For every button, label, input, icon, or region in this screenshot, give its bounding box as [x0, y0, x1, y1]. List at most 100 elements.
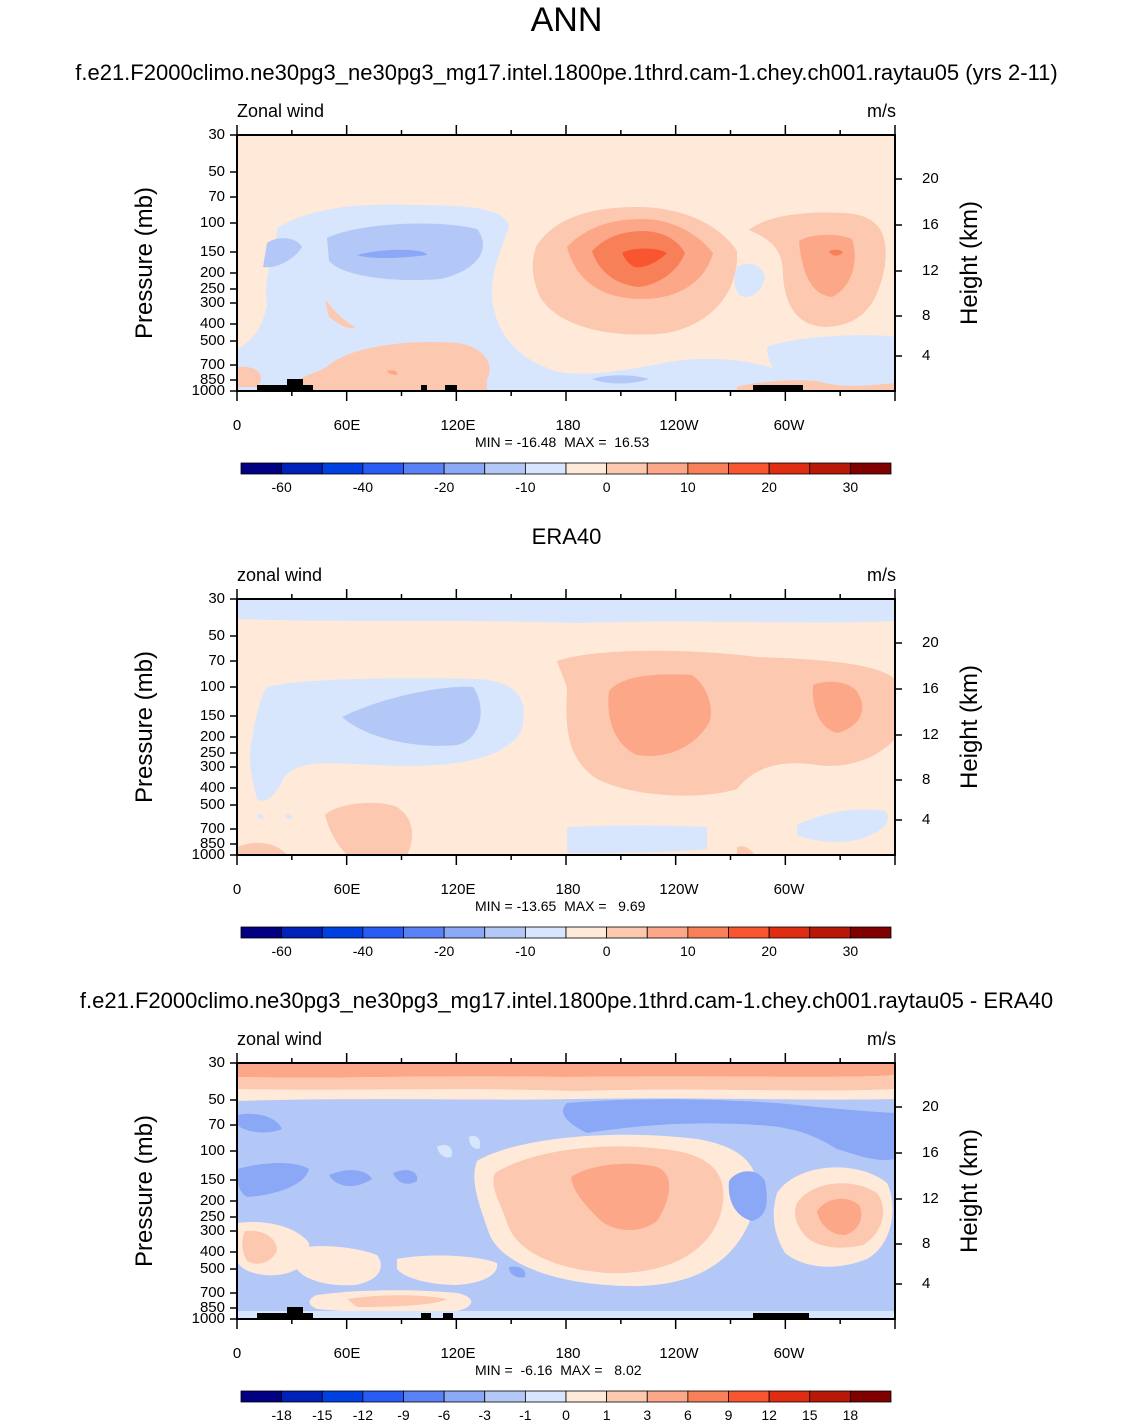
colorbar-label: 3 [643, 1407, 652, 1423]
contour-region [237, 1163, 309, 1197]
x-tick-label: 120W [659, 417, 699, 434]
colorbar-label: 6 [683, 1407, 692, 1423]
contour-region [387, 370, 398, 375]
colorbar-label: -40 [352, 479, 373, 495]
colorbar-swatch [524, 1390, 567, 1403]
colorbar-swatch [281, 1390, 323, 1403]
y-tick-label: 250 [199, 1208, 225, 1225]
colorbar-swatch [687, 462, 729, 475]
colorbar-swatch [809, 1390, 851, 1403]
y-tick-label: 300 [199, 294, 225, 311]
y-tick-label-right: 12 [922, 1190, 939, 1207]
contour-region [608, 674, 712, 756]
contour-region [237, 1075, 895, 1091]
land-mask [753, 385, 803, 391]
colorbar-label: -18 [271, 1407, 292, 1423]
colorbar-label: 0 [602, 943, 611, 959]
contour-plot [236, 598, 896, 856]
y-tick-label-right: 16 [922, 680, 939, 697]
land-mask [303, 385, 313, 391]
y-tick-label: 70 [208, 1116, 225, 1133]
x-tick-label: 120E [440, 881, 476, 898]
land-mask [753, 1313, 809, 1319]
colorbar-swatch [240, 462, 283, 475]
colorbar-swatch [809, 462, 851, 475]
y-tick-label: 50 [208, 163, 225, 180]
contour-region [393, 1170, 418, 1184]
contour-region [237, 1063, 895, 1078]
contour-region [622, 248, 667, 268]
contour-region [571, 1163, 670, 1230]
y-tick-label-right: 12 [922, 262, 939, 279]
panel-left-label: Zonal wind [237, 101, 325, 121]
colorbar-swatch [403, 462, 445, 475]
y-tick-label: 30 [208, 126, 225, 143]
contour-region [325, 300, 355, 329]
y-tick-label: 200 [199, 728, 225, 745]
panel-title: ERA40 [531, 524, 602, 549]
colorbar-swatch [646, 1390, 689, 1403]
colorbar-swatch [240, 1390, 283, 1403]
y-tick-label: 700 [199, 1284, 225, 1301]
y-tick-label: 70 [208, 188, 225, 205]
y-tick-label-right: 16 [922, 216, 939, 233]
land-mask [421, 1313, 431, 1319]
contour-region [799, 234, 855, 297]
min-max-label: MIN = -13.65 MAX = 9.69 [475, 898, 646, 914]
x-tick-label: 60W [773, 1345, 805, 1362]
colorbar-swatch [362, 462, 404, 475]
contour-region [297, 1246, 381, 1286]
y-tick-label: 1000 [191, 1310, 225, 1327]
y-tick-label: 500 [199, 1260, 225, 1277]
contour-region [728, 1171, 767, 1221]
colorbar-label: -12 [352, 1407, 373, 1423]
x-tick-label: 60E [333, 881, 361, 898]
contour-region [329, 1170, 372, 1187]
colorbar-label: 20 [761, 943, 777, 959]
y-tick-label: 700 [199, 820, 225, 837]
contour-region [767, 335, 895, 380]
x-tick-label: 0 [232, 881, 242, 898]
y-axis-label: Pressure (mb) [131, 186, 158, 340]
colorbar-swatch [443, 462, 486, 475]
contour-region [237, 599, 895, 623]
y-tick-label: 30 [208, 1054, 225, 1071]
y-tick-label: 400 [199, 779, 225, 796]
colorbar-swatch [728, 1390, 770, 1403]
colorbar-swatch [565, 1390, 608, 1403]
y-tick-label: 200 [199, 264, 225, 281]
x-tick-label: 180 [555, 417, 581, 434]
colorbar-label: 30 [842, 943, 859, 959]
contour-region [285, 814, 292, 819]
colorbar-swatch [606, 1390, 648, 1403]
land-mask [287, 1307, 303, 1319]
colorbar [240, 1390, 892, 1403]
x-tick-label: 120E [440, 417, 476, 434]
y-tick-label: 50 [208, 627, 225, 644]
land-mask [443, 1313, 453, 1319]
y-tick-label-right: 16 [922, 1144, 939, 1161]
x-tick-label: 120E [440, 1345, 476, 1362]
colorbar-label: -20 [434, 943, 455, 959]
min-max-label: MIN = -6.16 MAX = 8.02 [475, 1362, 642, 1378]
colorbar [240, 462, 892, 475]
colorbar-label: 0 [602, 479, 611, 495]
colorbar-swatch [768, 462, 811, 475]
colorbar-label: -15 [312, 1407, 333, 1423]
colorbar-label: 10 [680, 479, 696, 495]
main-title: ANN [530, 1, 603, 39]
colorbar-swatch [362, 1390, 404, 1403]
contour-region [734, 263, 765, 297]
x-tick-label: 0 [232, 1345, 242, 1362]
y-tick-label: 1000 [191, 846, 225, 863]
x-tick-label: 180 [555, 881, 581, 898]
panel-title: f.e21.F2000climo.ne30pg3_ne30pg3_mg17.in… [75, 60, 1058, 85]
colorbar-swatch [565, 926, 608, 939]
y-tick-label-right: 4 [922, 347, 931, 364]
land-mask [257, 385, 291, 391]
colorbar-label: -3 [478, 1407, 491, 1423]
panel-title: f.e21.F2000climo.ne30pg3_ne30pg3_mg17.in… [79, 988, 1054, 1013]
y-tick-label: 250 [199, 744, 225, 761]
x-tick-label: 60E [333, 417, 361, 434]
y-tick-label: 850 [199, 371, 225, 388]
